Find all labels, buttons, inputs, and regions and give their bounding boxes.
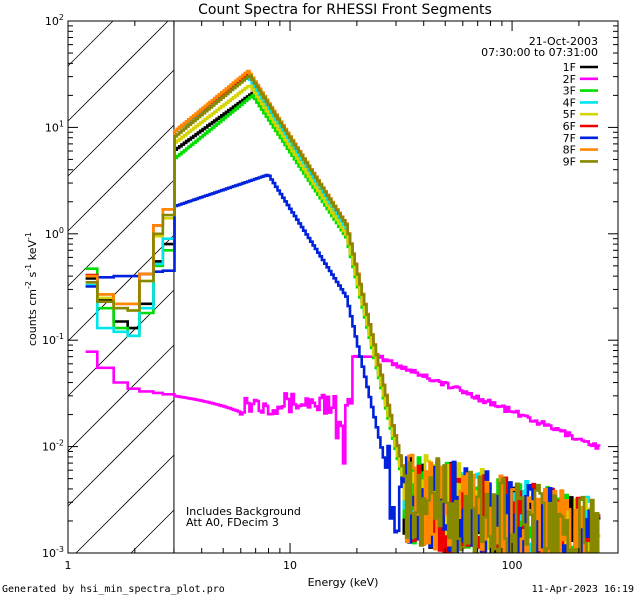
chart-title: Count Spectra for RHESSI Front Segments bbox=[198, 2, 492, 18]
legend-label: 9F bbox=[563, 155, 576, 168]
legend-label: 3F bbox=[563, 85, 576, 98]
legend-label: 1F bbox=[563, 61, 576, 74]
legend-label: 4F bbox=[563, 96, 576, 109]
legend-label: 7F bbox=[563, 132, 576, 145]
hatch-lines bbox=[67, 20, 175, 554]
y-tick-label: 10-1 bbox=[42, 332, 64, 347]
series-line-2f bbox=[85, 350, 601, 465]
axes: 1 10 100 10-3 10-2 10-1 100 101 102 bbox=[42, 13, 619, 572]
y-tick-label: 10-2 bbox=[42, 439, 64, 454]
legend-label: 2F bbox=[563, 73, 576, 86]
plot-frame bbox=[67, 20, 619, 554]
x-tick-label: 1 bbox=[65, 559, 72, 572]
y-tick-label: 101 bbox=[45, 119, 64, 134]
y-tick-label: 102 bbox=[45, 13, 64, 28]
chart-date: 21-Oct-2003 bbox=[529, 35, 598, 48]
hatched-region bbox=[67, 20, 175, 554]
annotation-background: Includes Background bbox=[186, 505, 301, 518]
x-axis-label: Energy (keV) bbox=[308, 576, 379, 589]
x-tick-label: 10 bbox=[283, 559, 297, 572]
y-tick-label: 100 bbox=[45, 226, 64, 241]
series-line-9f bbox=[85, 74, 600, 553]
y-axis-label: counts cm-2 s-1 keV-1 bbox=[24, 232, 39, 346]
footer-timestamp: 11-Apr-2023 16:19 bbox=[531, 584, 634, 595]
series-layer bbox=[85, 69, 601, 553]
legend-label: 8F bbox=[563, 144, 576, 157]
series-line-7f bbox=[85, 173, 593, 553]
footer-generated-by: Generated by hsi_min_spectra_plot.pro bbox=[2, 584, 225, 595]
legend-label: 5F bbox=[563, 108, 576, 121]
x-tick-label: 100 bbox=[502, 559, 523, 572]
y-axis-label-text: counts cm-2 s-1 keV-1 bbox=[24, 232, 39, 346]
chart-time-range: 07:30:00 to 07:31:00 bbox=[481, 46, 598, 59]
legend-label: 6F bbox=[563, 120, 576, 133]
annotation-attenuator: Att A0, FDecim 3 bbox=[186, 516, 279, 529]
y-tick-label: 10-3 bbox=[42, 545, 64, 560]
